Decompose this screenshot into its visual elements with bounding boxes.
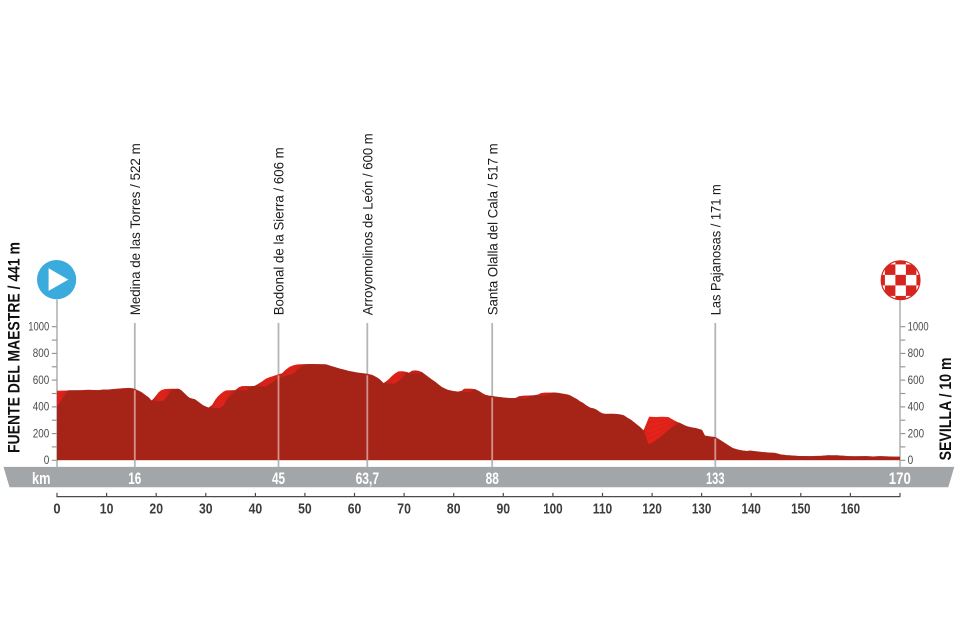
svg-text:400: 400 (908, 401, 925, 414)
svg-text:150: 150 (791, 501, 810, 517)
svg-text:40: 40 (249, 501, 263, 517)
svg-text:63,7: 63,7 (356, 470, 380, 488)
svg-text:Bodonal de la Sierra / 606 m: Bodonal de la Sierra / 606 m (271, 147, 287, 315)
svg-text:km: km (32, 470, 51, 488)
svg-text:45: 45 (272, 470, 285, 488)
svg-text:1000: 1000 (908, 320, 929, 333)
svg-text:30: 30 (199, 501, 213, 517)
svg-text:110: 110 (593, 501, 612, 517)
svg-text:0: 0 (44, 454, 50, 467)
svg-text:130: 130 (692, 501, 711, 517)
svg-text:10: 10 (100, 501, 114, 517)
svg-text:600: 600 (33, 374, 50, 387)
svg-text:140: 140 (742, 501, 761, 517)
svg-text:88: 88 (486, 470, 499, 488)
svg-text:200: 200 (33, 427, 50, 440)
svg-text:800: 800 (908, 347, 925, 360)
svg-text:80: 80 (447, 501, 461, 517)
svg-text:90: 90 (497, 501, 511, 517)
svg-text:Medina de las Torres / 522 m: Medina de las Torres / 522 m (127, 143, 143, 315)
svg-text:120: 120 (642, 501, 661, 517)
svg-text:600: 600 (908, 374, 925, 387)
svg-text:SEVILLA / 10 m: SEVILLA / 10 m (936, 357, 955, 460)
svg-text:Santa Olalla del Cala / 517 m: Santa Olalla del Cala / 517 m (484, 143, 500, 315)
svg-text:20: 20 (149, 501, 163, 517)
svg-text:133: 133 (706, 470, 725, 488)
svg-text:0: 0 (908, 454, 914, 467)
svg-text:70: 70 (397, 501, 411, 517)
svg-text:0: 0 (53, 501, 60, 517)
svg-text:1000: 1000 (28, 320, 49, 333)
svg-text:170: 170 (889, 470, 911, 488)
svg-text:100: 100 (543, 501, 562, 517)
svg-text:200: 200 (908, 427, 925, 440)
svg-text:60: 60 (348, 501, 362, 517)
svg-text:400: 400 (33, 401, 50, 414)
svg-text:Las Pajanosas / 171 m: Las Pajanosas / 171 m (708, 184, 724, 315)
svg-text:50: 50 (298, 501, 312, 517)
svg-text:16: 16 (128, 470, 141, 488)
svg-text:160: 160 (841, 501, 860, 517)
svg-text:FUENTE DEL MAESTRE / 441 m: FUENTE DEL MAESTRE / 441 m (4, 242, 23, 453)
svg-text:800: 800 (33, 347, 50, 360)
svg-text:Arroyomolinos de León / 600 m: Arroyomolinos de León / 600 m (360, 133, 376, 315)
